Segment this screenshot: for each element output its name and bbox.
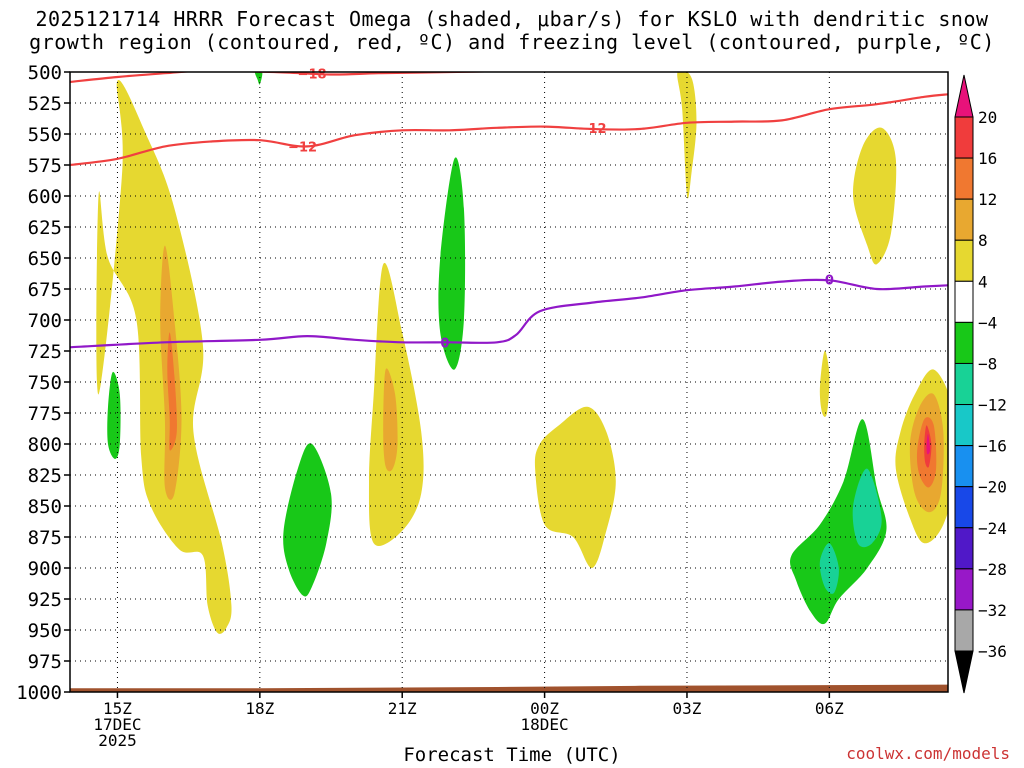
colorbar-label-8: −16	[978, 437, 1007, 456]
omega-area-18	[852, 468, 882, 548]
omega-area-11	[819, 350, 830, 417]
omega-area-17	[790, 419, 887, 625]
omega-area-6	[534, 406, 616, 569]
surface-terrain	[70, 684, 948, 692]
colorbar-label-12: −32	[978, 601, 1007, 620]
y-tick-label-650: 650	[28, 248, 62, 270]
colorbar-label-5: −4	[978, 313, 997, 332]
y-tick-label-925: 925	[28, 589, 62, 611]
colorbar-top-arrow	[954, 74, 974, 118]
y-tick-label-675: 675	[28, 279, 62, 301]
y-tick-label-500: 500	[28, 62, 62, 84]
y-tick-label-875: 875	[28, 527, 62, 549]
colorbar-box-9	[954, 486, 974, 529]
omega-area-2	[167, 332, 177, 451]
colorbar-label-11: −28	[978, 560, 1007, 579]
x-tick-label-9-0: 00Z	[530, 699, 559, 718]
colorbar-bottom-arrow	[954, 650, 974, 694]
y-tick-label-725: 725	[28, 341, 62, 363]
colorbar-box-6	[954, 362, 974, 406]
omega-area-19	[819, 543, 839, 594]
colorbar-box-3	[954, 239, 974, 282]
omega-area-9	[677, 72, 697, 199]
y-tick-label-575: 575	[28, 155, 62, 177]
x-tick-label-0-2: 2025	[98, 731, 137, 750]
colorbar-box-0	[954, 116, 974, 159]
y-tick-label-525: 525	[28, 93, 62, 115]
y-tick-label-900: 900	[28, 558, 62, 580]
y-tick-label-750: 750	[28, 372, 62, 394]
omega-area-4	[368, 262, 424, 546]
omega-area-16	[926, 433, 931, 455]
omega-area-5	[383, 368, 398, 472]
y-tick-label-975: 975	[28, 651, 62, 673]
contour-label-1: −12	[288, 141, 317, 156]
watermark: coolwx.com/models	[846, 744, 1010, 763]
omega-area-3	[107, 371, 121, 459]
y-tick-label-700: 700	[28, 310, 62, 332]
omega-area-10	[853, 127, 897, 265]
y-tick-label-600: 600	[28, 186, 62, 208]
chart-title-line2: growth region (contoured, red, ºC) and f…	[29, 30, 995, 54]
x-tick-label-0-0: 15Z	[103, 699, 132, 718]
y-tick-label-850: 850	[28, 496, 62, 518]
contour-label-4: 0	[825, 273, 834, 288]
omega-area-7	[438, 157, 466, 370]
colorbar-label-0: 20	[978, 108, 997, 127]
x-tick-label-0-1: 17DEC	[93, 715, 141, 734]
colorbar-box-11	[954, 568, 974, 611]
y-tick-label-550: 550	[28, 124, 62, 146]
x-tick-label-15-0: 06Z	[815, 699, 844, 718]
x-axis-title: Forecast Time (UTC)	[403, 744, 621, 766]
x-tick-label-12-0: 03Z	[673, 699, 702, 718]
contour-label-3: 0	[440, 337, 449, 352]
y-tick-label-775: 775	[28, 403, 62, 425]
colorbar-label-10: −24	[978, 519, 1007, 538]
colorbar-label-2: 12	[978, 190, 997, 209]
colorbar-label-9: −20	[978, 478, 1007, 497]
colorbar-label-6: −8	[978, 354, 997, 373]
omega-area-21	[254, 72, 263, 85]
colorbar-label-7: −12	[978, 396, 1007, 415]
contour-label-2: −12	[578, 122, 607, 137]
x-tick-label-6-0: 21Z	[388, 699, 417, 718]
contour-label-0: −18	[298, 67, 327, 82]
colorbar-box-1	[954, 157, 974, 200]
contour-line--12-0	[70, 93, 948, 167]
colorbar-box-4	[954, 280, 974, 323]
y-tick-label-825: 825	[28, 465, 62, 487]
colorbar-box-12	[954, 609, 974, 652]
colorbar-label-3: 8	[978, 231, 988, 250]
colorbar-box-8	[954, 445, 974, 488]
colorbar-label-13: −36	[978, 642, 1007, 661]
y-tick-label-950: 950	[28, 620, 62, 642]
colorbar-label-1: 16	[978, 149, 997, 168]
y-tick-label-1000: 1000	[16, 682, 62, 704]
colorbar-box-10	[954, 527, 974, 570]
y-tick-label-625: 625	[28, 217, 62, 239]
colorbar-box-2	[954, 198, 974, 241]
y-tick-label-800: 800	[28, 434, 62, 456]
colorbar-label-4: 4	[978, 272, 988, 291]
x-tick-label-9-1: 18DEC	[521, 715, 569, 734]
omega-area-8	[283, 443, 332, 597]
chart-title-line1: 2025121714 HRRR Forecast Omega (shaded, …	[35, 7, 989, 31]
contour-line-0-2	[70, 278, 948, 349]
colorbar-box-7	[954, 404, 974, 447]
colorbar-box-5	[954, 321, 974, 364]
x-tick-label-3-0: 18Z	[245, 699, 274, 718]
